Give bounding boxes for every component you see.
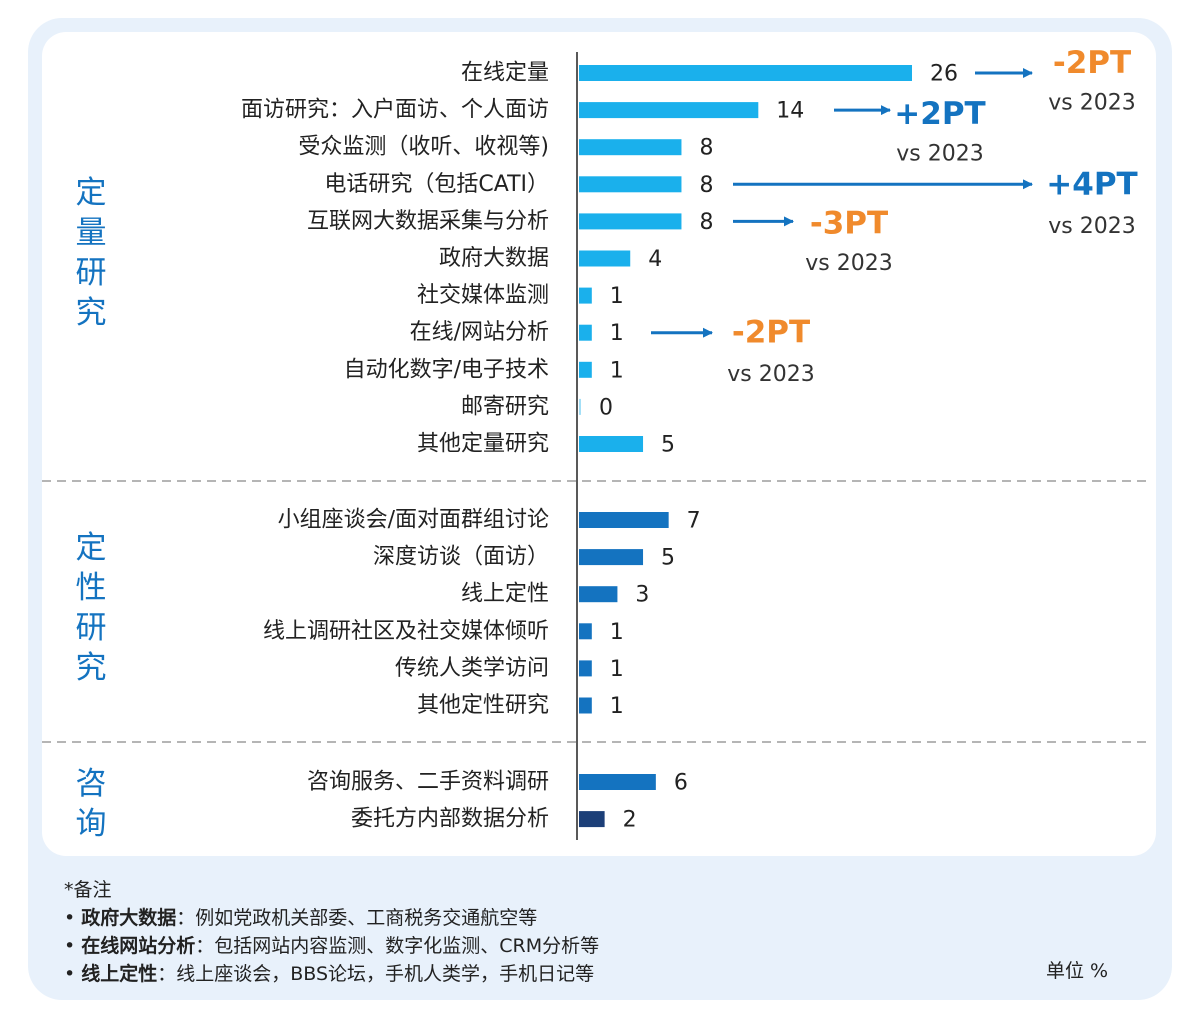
category-label: 线上定性 [461,582,549,607]
change-label: -2PT [1053,45,1131,81]
bar [579,660,592,677]
bar [579,250,631,267]
category-label: 在线/网站分析 [410,320,549,345]
category-label: 线上调研社区及社交媒体倾听 [263,619,549,644]
value-label: 8 [699,136,713,161]
bar [579,398,581,415]
group-label-char: 询 [76,806,107,842]
category-label: 传统人类学访问 [395,656,549,681]
value-label: 1 [610,657,624,682]
comparison-label: vs 2023 [1048,214,1135,239]
note-item: • 线上定性：线上座谈会，BBS论坛，手机人类学，手机日记等 [64,963,595,985]
note-term: 线上定性 [81,963,158,985]
value-label: 8 [699,173,713,198]
bar [579,102,759,119]
note-item: • 在线网站分析：包括网站内容监测、数字化监测、CRM分析等 [64,935,600,957]
value-label: 2 [623,808,637,833]
value-label: 0 [599,395,613,420]
bar [579,623,592,640]
category-label: 邮寄研究 [461,394,549,419]
group-label-char: 研 [76,610,107,646]
value-label: 26 [930,62,958,87]
comparison-label: vs 2023 [896,142,983,167]
category-label: 自动化数字/电子技术 [344,357,549,382]
category-label: 面访研究：入户面访、个人面访 [241,98,549,123]
bar [579,361,592,378]
value-label: 1 [610,694,624,719]
bar [579,549,644,566]
value-label: 1 [610,620,624,645]
group-label-char: 定 [76,175,107,211]
group-label-char: 量 [76,215,107,251]
group-label-char: 究 [76,295,107,331]
change-label: -2PT [732,315,810,351]
bar [579,512,669,528]
category-label: 政府大数据 [439,246,549,271]
value-label: 1 [610,284,624,309]
category-label: 社交媒体监测 [417,283,549,308]
bar [579,213,682,230]
bar [579,586,618,603]
notes: *备注 • 政府大数据：例如党政机关部委、工商税务交通航空等 • 在线网站分析：… [64,876,599,988]
comparison-label: vs 2023 [727,362,814,387]
value-label: 6 [674,771,688,796]
change-label: +4PT [1046,166,1137,202]
value-label: 5 [661,546,675,571]
change-label: +2PT [894,96,985,132]
group-label-char: 咨 [76,766,107,802]
bar [579,324,592,341]
category-label: 小组座谈会/面对面群组讨论 [278,508,549,533]
comparison-label: vs 2023 [1048,91,1135,116]
value-label: 5 [661,433,675,458]
category-label: 电话研究（包括CATI） [324,172,549,197]
value-label: 8 [699,210,713,235]
group-label-char: 究 [76,650,107,686]
group-label-char: 定 [76,530,107,566]
unit-label: 单位 % [1046,960,1109,982]
note-text: ：包括网站内容监测、数字化监测、CRM分析等 [195,935,600,957]
value-label: 1 [610,358,624,383]
note-term: 政府大数据 [81,907,177,929]
category-label: 其他定量研究 [417,432,549,457]
note-item: • 政府大数据：例如党政机关部委、工商税务交通航空等 [64,907,538,929]
bar [579,811,605,828]
note-text: ：例如党政机关部委、工商税务交通航空等 [176,907,538,929]
bar [579,176,682,193]
value-label: 1 [610,321,624,346]
group-label-char: 性 [76,570,107,606]
category-label: 咨询服务、二手资料调研 [307,770,549,795]
category-label: 其他定性研究 [417,693,549,718]
change-label: -3PT [810,205,888,241]
value-label: 14 [776,99,804,124]
bar [579,697,592,714]
bar [579,139,682,156]
value-label: 4 [648,247,662,272]
category-label: 委托方内部数据分析 [351,807,549,832]
category-label: 在线定量 [461,61,549,86]
notes-title: *备注 [64,879,112,901]
bar [579,65,912,81]
bar [579,774,656,790]
bar [579,436,644,452]
note-term: 在线网站分析 [81,935,196,957]
value-label: 7 [687,509,701,534]
group-label-char: 研 [76,255,107,291]
note-text: ：线上座谈会，BBS论坛，手机人类学，手机日记等 [157,963,595,985]
value-label: 3 [635,583,649,608]
category-label: 深度访谈（面访） [373,545,549,570]
comparison-label: vs 2023 [805,251,892,276]
bar [579,287,592,304]
category-label: 互联网大数据采集与分析 [307,209,549,234]
category-label: 受众监测（收听、收视等) [298,135,549,160]
